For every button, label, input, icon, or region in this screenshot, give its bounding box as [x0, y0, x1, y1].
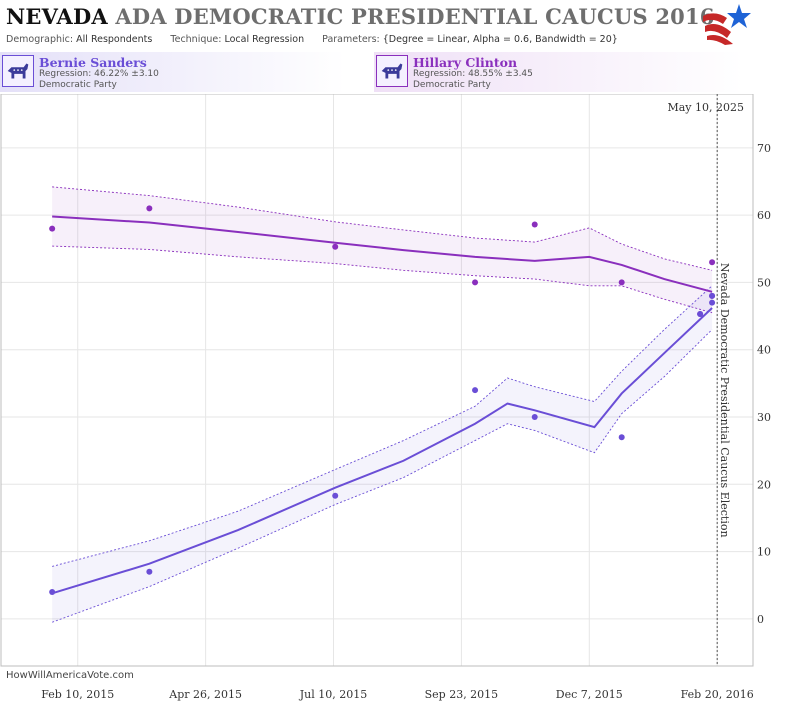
poll-point — [49, 225, 56, 232]
regression-line — [52, 215, 713, 293]
regression-line — [51, 307, 713, 595]
lower-bound-line — [52, 245, 713, 314]
poll-point — [332, 492, 339, 499]
y-tick-label: 0 — [757, 613, 764, 626]
y-tick-label: 20 — [757, 478, 771, 491]
candidate-name: Hillary Clinton — [413, 55, 518, 70]
y-tick-label: 50 — [757, 276, 771, 289]
poll-point — [709, 299, 716, 306]
chart-header: NEVADA ADA DEMOCRATIC PRESIDENTIAL CAUCU… — [0, 0, 789, 50]
candidate-card-sanders: Bernie Sanders Regression: 46.22% ±3.10 … — [0, 52, 384, 92]
poll-point — [472, 279, 479, 286]
lower-bound-line — [52, 329, 713, 623]
title-rest: ADA DEMOCRATIC PRESIDENTIAL CAUCUS 2016 — [115, 4, 715, 29]
poll-point — [709, 259, 716, 266]
plot-frame — [0, 94, 754, 667]
y-tick-label: 30 — [757, 411, 771, 424]
x-tick-label: Feb 20, 2016 — [681, 688, 754, 701]
upper-bound-line — [52, 186, 713, 271]
candidate-legend: Bernie Sanders Regression: 46.22% ±3.10 … — [0, 52, 789, 94]
x-axis-ticks: Feb 10, 2015 Apr 26, 2015 Jul 10, 2015 Sep … — [41, 688, 754, 701]
upper-bound-line — [52, 285, 713, 567]
poll-point — [531, 414, 538, 421]
chart-title: NEVADA ADA DEMOCRATIC PRESIDENTIAL CAUCU… — [6, 4, 715, 29]
candidate-card-clinton: Hillary Clinton Regression: 48.55% ±3.45… — [374, 52, 784, 92]
demographic-value: All Respondents — [76, 34, 153, 45]
poll-point — [531, 221, 538, 228]
poll-point — [697, 311, 704, 318]
x-tick-label: Jul 10, 2015 — [299, 688, 368, 701]
candidate-name: Bernie Sanders — [39, 55, 147, 70]
poll-point — [146, 205, 153, 212]
candidate-party: Democratic Party — [39, 80, 117, 90]
demographic-label: Demographic: — [6, 34, 74, 45]
poll-point — [472, 387, 479, 394]
poll-point — [49, 588, 56, 595]
event-label: Nevada Democratic Presidential Caucus El… — [718, 263, 731, 538]
x-tick-label: Sep 23, 2015 — [425, 688, 499, 701]
candidate-regression: Regression: 48.55% ±3.45 — [413, 69, 533, 79]
poll-point — [709, 292, 716, 299]
poll-points — [49, 205, 716, 595]
site-logo-icon — [703, 4, 751, 45]
y-tick-label: 70 — [757, 142, 771, 155]
donkey-icon — [2, 55, 34, 87]
donkey-icon — [376, 55, 408, 87]
parameters-value: {Degree = Linear, Alpha = 0.6, Bandwidth… — [382, 34, 618, 45]
parameters-label: Parameters: — [322, 34, 380, 45]
poll-point — [332, 243, 339, 250]
y-axis-ticks: 0 10 20 30 40 50 60 70 — [757, 142, 771, 626]
x-tick-label: Feb 10, 2015 — [41, 688, 114, 701]
chart-area: Nevada Democratic Presidential Caucus El… — [0, 94, 771, 701]
x-tick-label: Apr 26, 2015 — [168, 688, 242, 701]
technique-value: Local Regression — [224, 34, 305, 45]
credit-text: HowWillAmericaVote.com — [6, 670, 134, 681]
parameters-line: Demographic: All Respondents Technique: … — [6, 34, 618, 45]
candidate-regression: Regression: 46.22% ±3.10 — [39, 69, 159, 79]
poll-point — [618, 434, 625, 441]
poll-point — [146, 568, 153, 575]
current-date-label: May 10, 2025 — [667, 101, 744, 114]
y-tick-label: 40 — [757, 344, 771, 357]
confidence-band — [52, 186, 713, 313]
y-tick-label: 10 — [757, 546, 771, 559]
technique-label: Technique: — [170, 34, 222, 45]
poll-point — [618, 279, 625, 286]
title-state: NEVADA — [6, 4, 108, 29]
x-tick-label: Dec 7, 2015 — [556, 688, 623, 701]
y-tick-label: 60 — [757, 209, 771, 222]
candidate-party: Democratic Party — [413, 80, 491, 90]
regression-lines — [51, 215, 713, 595]
